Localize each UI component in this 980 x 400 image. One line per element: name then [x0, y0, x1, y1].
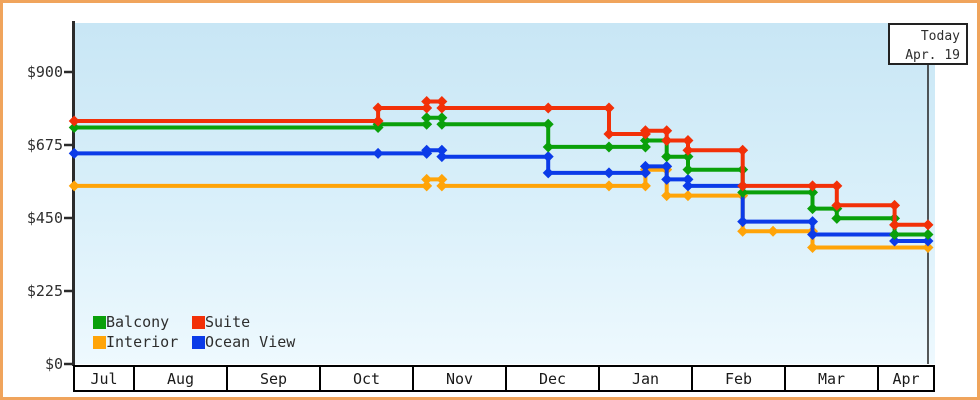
ocean-view-swatch-icon: [192, 336, 205, 349]
today-box-date: Apr. 19: [905, 48, 960, 63]
plot-area: [75, 23, 935, 364]
today-box-title: Today: [920, 29, 960, 44]
month-label-jan: Jan: [598, 365, 693, 392]
y-tick-label: $0: [44, 355, 63, 373]
today-box: Today Apr. 19: [888, 23, 968, 65]
legend-label-balcony: Balcony: [106, 313, 170, 331]
y-tick-label: $900: [26, 63, 63, 81]
month-label-jul: Jul: [73, 365, 135, 392]
legend-item-ocean-view: Ocean View: [192, 334, 295, 351]
legend-label-interior: Interior: [106, 333, 179, 351]
legend-label-suite: Suite: [205, 313, 251, 331]
interior-swatch-icon: [93, 336, 106, 349]
month-label-nov: Nov: [412, 365, 507, 392]
balcony-swatch-icon: [93, 316, 106, 329]
month-label-apr: Apr: [877, 365, 935, 392]
month-label-mar: Mar: [784, 365, 879, 392]
legend-item-suite: Suite: [192, 314, 295, 331]
month-label-dec: Dec: [505, 365, 600, 392]
month-label-oct: Oct: [319, 365, 414, 392]
y-tick-label: $675: [26, 136, 63, 154]
legend-label-ocean-view: Ocean View: [205, 333, 296, 351]
month-label-sep: Sep: [226, 365, 321, 392]
y-tick-label: $225: [26, 282, 63, 300]
legend-item-interior: Interior: [93, 334, 192, 351]
legend-item-balcony: Balcony: [93, 314, 192, 331]
y-tick-label: $450: [26, 209, 63, 227]
legend: Balcony Suite Interior Ocean View: [93, 314, 295, 351]
month-label-feb: Feb: [691, 365, 786, 392]
month-label-aug: Aug: [133, 365, 228, 392]
suite-swatch-icon: [192, 316, 205, 329]
